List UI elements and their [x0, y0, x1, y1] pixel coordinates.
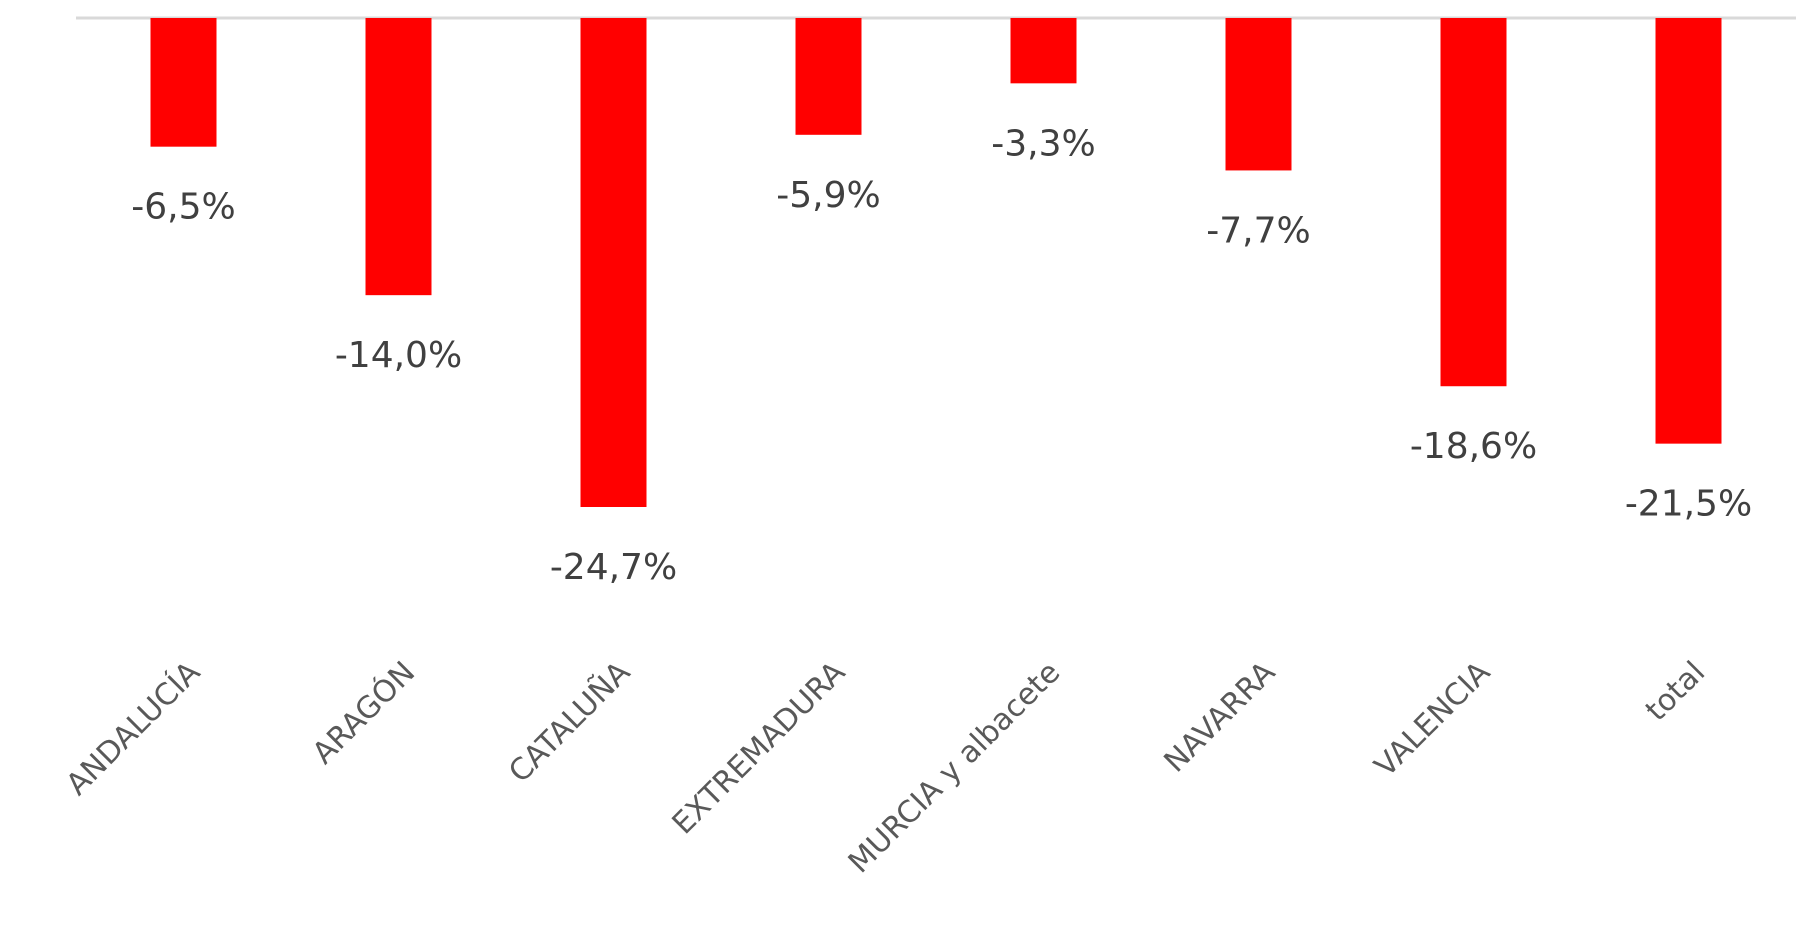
data-label: -7,7%: [1206, 210, 1310, 251]
x-tick-label: total: [1639, 655, 1712, 728]
x-tick-label: NAVARRA: [1158, 655, 1283, 780]
bar: [580, 18, 647, 507]
x-tick-label: ANDALUCÍA: [59, 654, 208, 803]
bar: [1655, 18, 1722, 444]
data-label: -14,0%: [335, 335, 462, 376]
bar: [795, 18, 862, 135]
bar: [150, 18, 217, 147]
x-tick-label: EXTREMADURA: [666, 655, 853, 842]
bar: [1225, 18, 1292, 171]
bar: [1010, 18, 1077, 84]
data-label: -3,3%: [991, 123, 1095, 164]
bar: [1440, 18, 1507, 387]
data-label: -6,5%: [131, 187, 235, 228]
data-label: -24,7%: [550, 547, 677, 588]
x-tick-label: ARAGÓN: [304, 654, 422, 772]
x-tick-label: VALENCIA: [1368, 655, 1497, 784]
x-tick-label: CATALUÑA: [502, 654, 638, 790]
bar: [365, 18, 432, 296]
x-tick-label: MURCIA y albacete: [842, 655, 1067, 880]
data-label: -21,5%: [1625, 484, 1752, 525]
data-label: -18,6%: [1410, 426, 1537, 467]
data-label: -5,9%: [776, 175, 880, 216]
